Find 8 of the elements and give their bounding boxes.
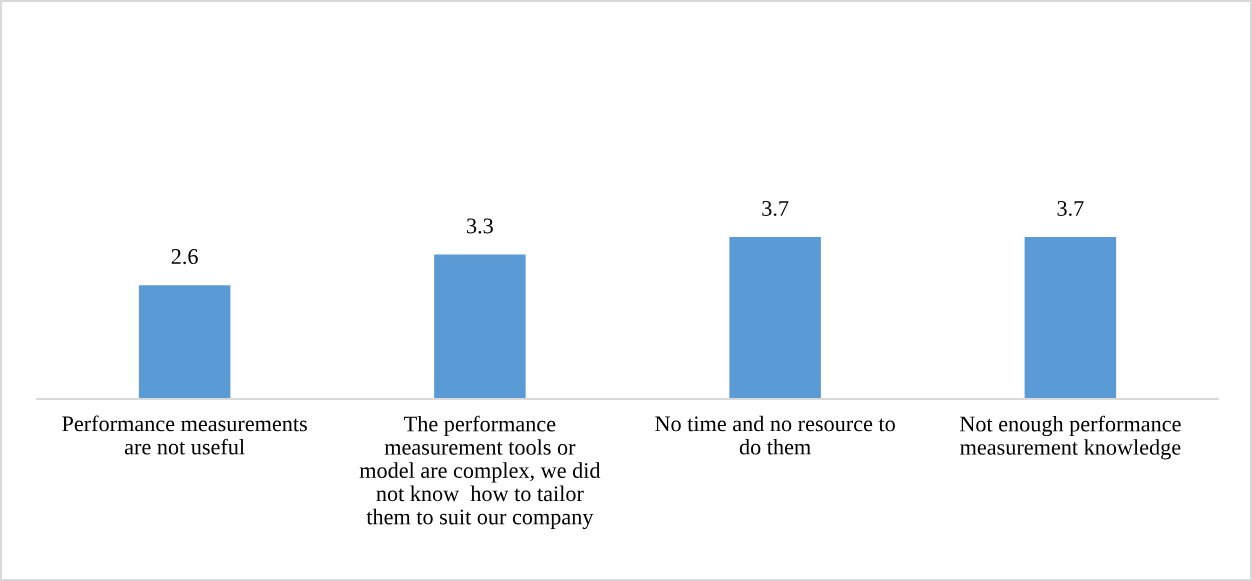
x-tick-label: Performance measurements are not useful bbox=[62, 415, 307, 455]
data-label: 2.6 bbox=[171, 249, 198, 265]
x-tick-label: The performance measurement tools or model are complex, we did not know how to tailor them to suit our company bbox=[359, 415, 601, 530]
data-label: 3.7 bbox=[762, 200, 789, 217]
data-label: 3.7 bbox=[1057, 200, 1084, 217]
data-label: 3.3 bbox=[467, 218, 493, 234]
x-tick-label: Not enough performance measurement knowledge bbox=[959, 415, 1181, 460]
x-tick-label: No time and no resource to do them bbox=[655, 415, 895, 455]
